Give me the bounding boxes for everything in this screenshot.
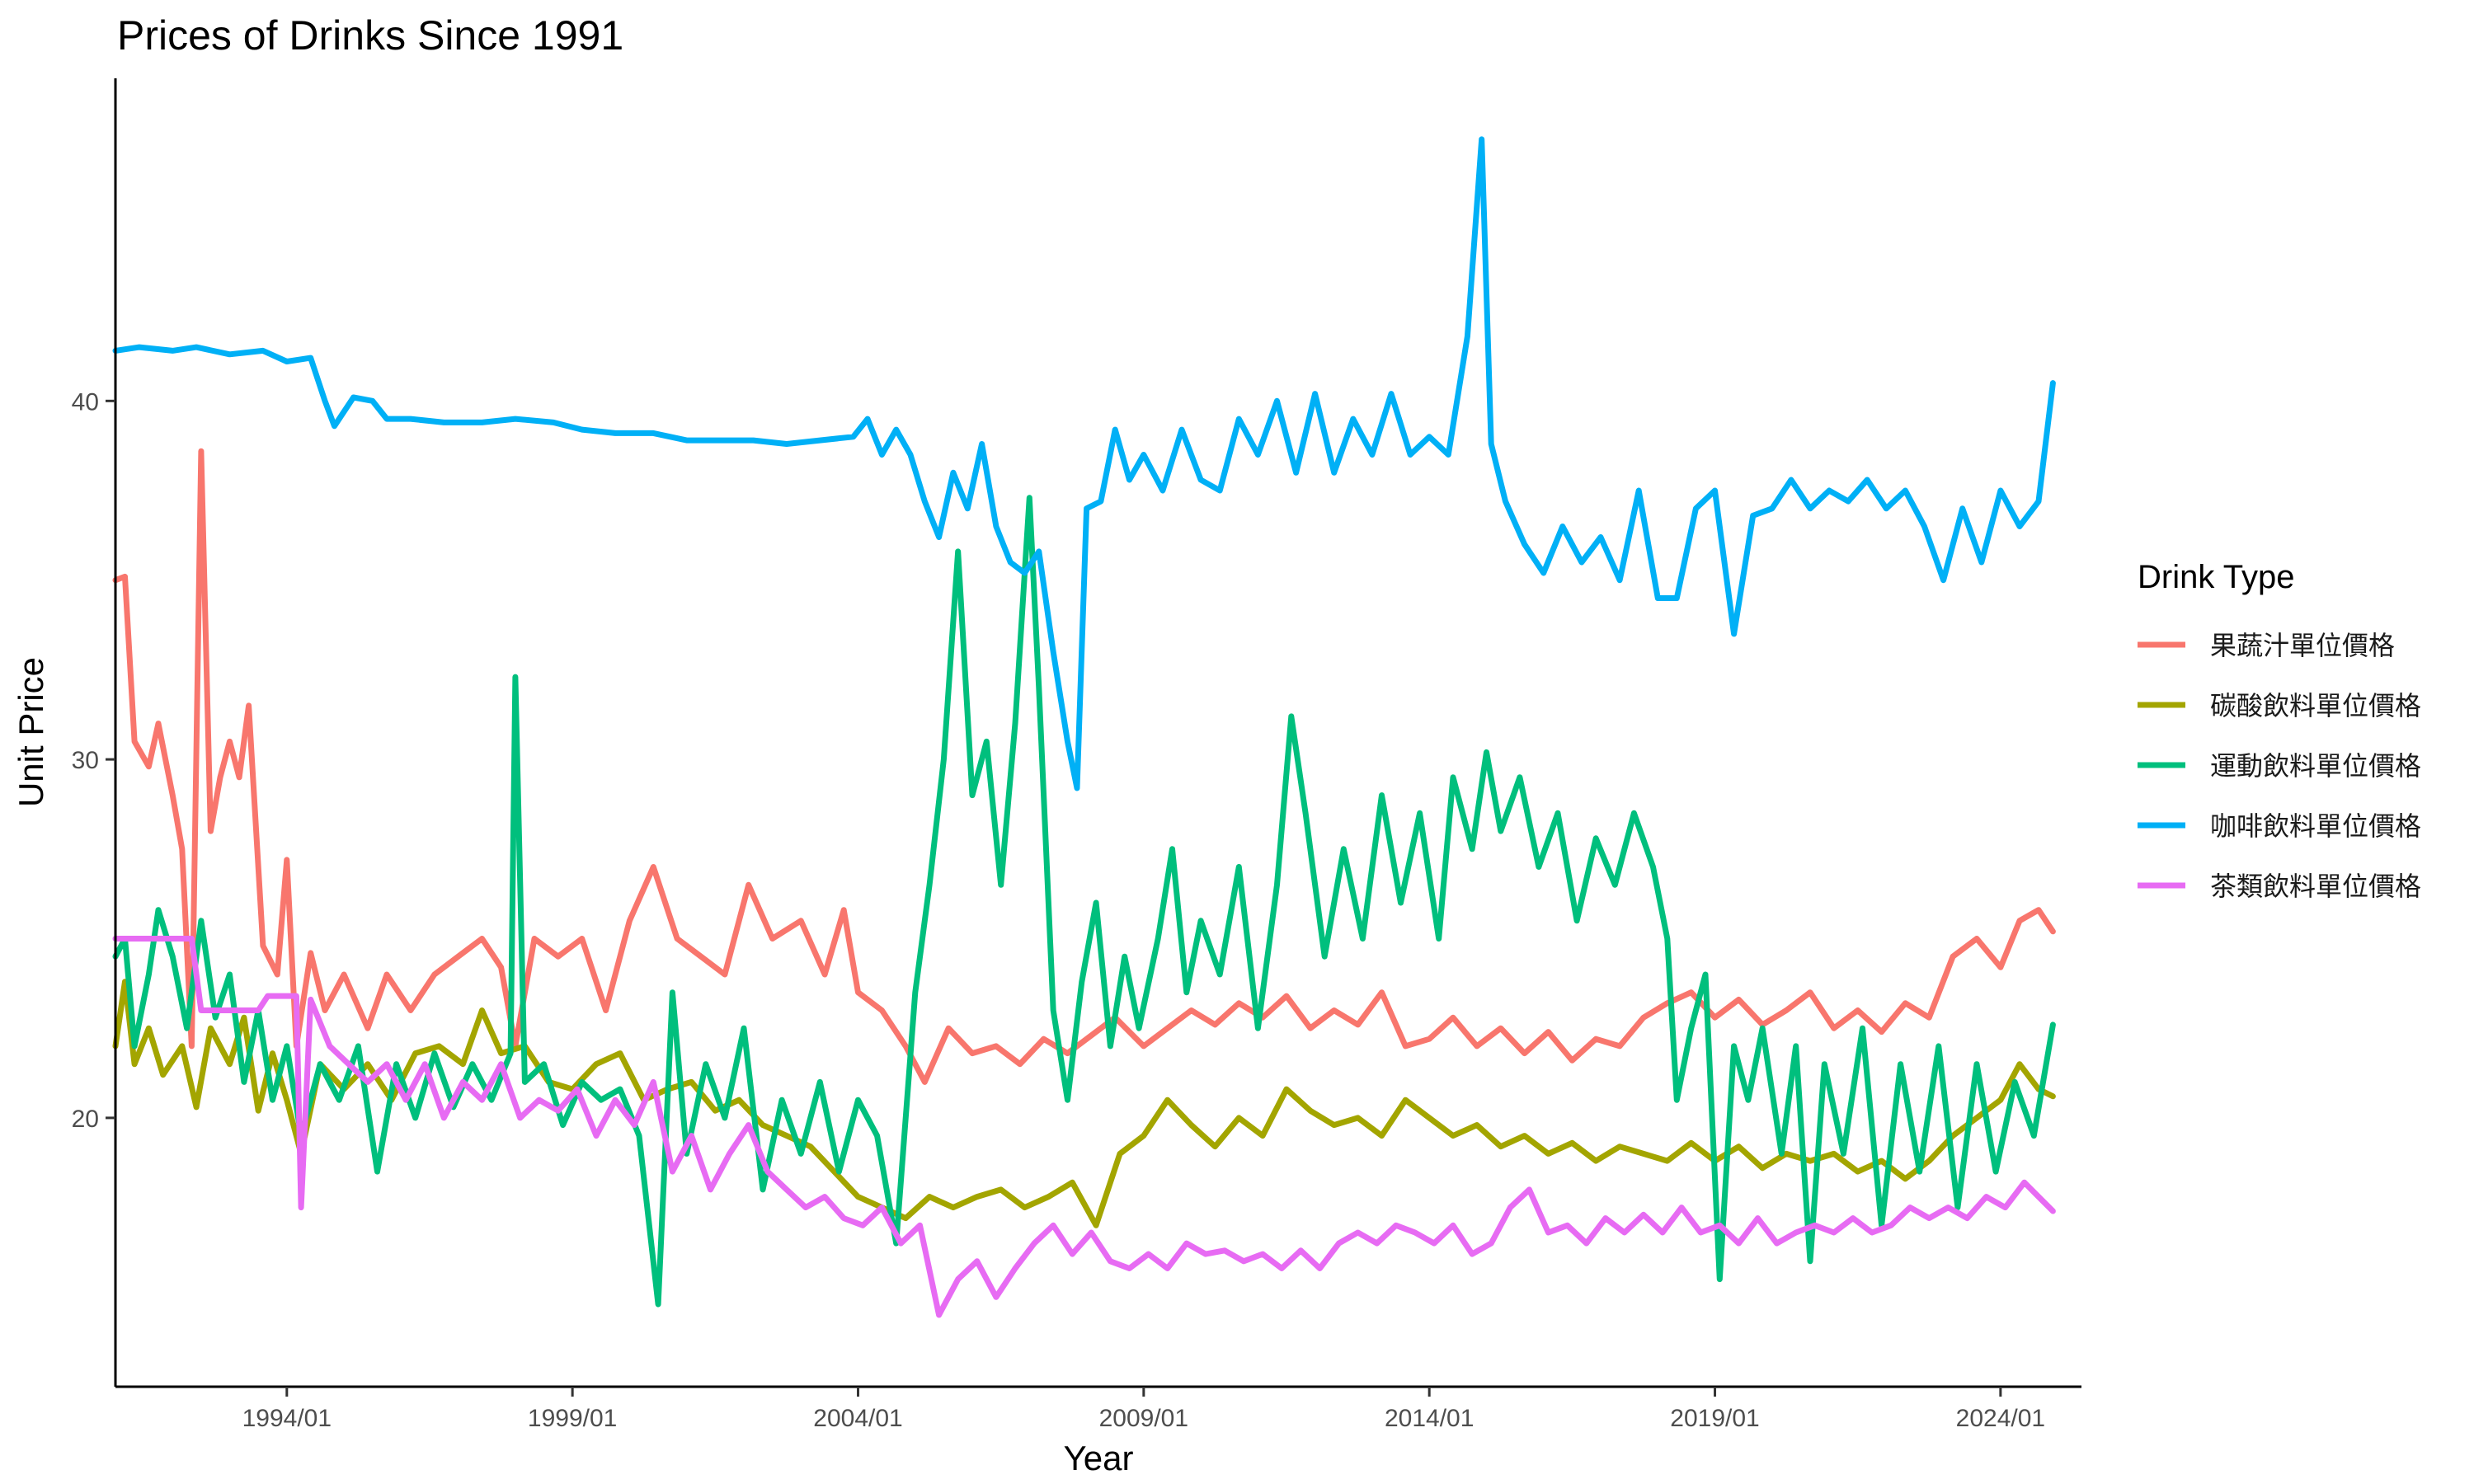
y-axis-title: Unit Price xyxy=(12,657,50,807)
x-tick-label: 2024/01 xyxy=(1956,1405,2045,1432)
plot-area xyxy=(112,136,2056,1318)
x-tick-label: 1999/01 xyxy=(528,1405,617,1432)
x-tick-label: 2019/01 xyxy=(1670,1405,1759,1432)
series-line-2 xyxy=(112,979,2056,1228)
x-tick-label: 2009/01 xyxy=(1099,1405,1188,1432)
legend: Drink Type 果蔬汁單位價格碳酸飲料單位價格運動飲料單位價格咖啡飲料單位… xyxy=(2138,559,2421,901)
x-axis-ticks: 1994/01 1999/01 2004/01 2009/01 2014/01 2019/… xyxy=(242,1387,2045,1432)
x-axis-title: Year xyxy=(1064,1439,1134,1477)
legend-title: Drink Type xyxy=(2138,559,2294,595)
legend-label-4: 咖啡飲料單位價格 xyxy=(2210,811,2421,841)
x-tick-label: 2014/01 xyxy=(1385,1405,1474,1432)
x-tick-label: 2004/01 xyxy=(813,1405,902,1432)
chart-title: Prices of Drinks Since 1991 xyxy=(117,12,623,59)
y-tick-label: 40 xyxy=(72,388,99,416)
y-axis-ticks: 20 30 40 xyxy=(72,388,115,1133)
y-tick-label: 20 xyxy=(72,1106,99,1133)
legend-label-3: 運動飲料單位價格 xyxy=(2210,751,2421,781)
y-tick-label: 30 xyxy=(72,747,99,774)
legend-label-5: 茶類飲料單位價格 xyxy=(2210,871,2421,901)
series-line-5 xyxy=(112,936,2056,1318)
series-line-4 xyxy=(112,136,2056,791)
series-line-3 xyxy=(112,495,2056,1308)
legend-label-2: 碳酸飲料單位價格 xyxy=(2210,691,2421,721)
legend-label-1: 果蔬汁單位價格 xyxy=(2210,631,2395,660)
x-tick-label: 1994/01 xyxy=(242,1405,332,1432)
